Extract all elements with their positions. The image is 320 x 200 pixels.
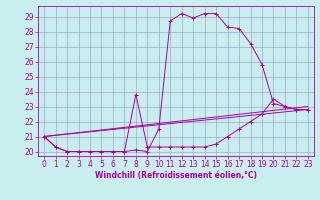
X-axis label: Windchill (Refroidissement éolien,°C): Windchill (Refroidissement éolien,°C) bbox=[95, 171, 257, 180]
